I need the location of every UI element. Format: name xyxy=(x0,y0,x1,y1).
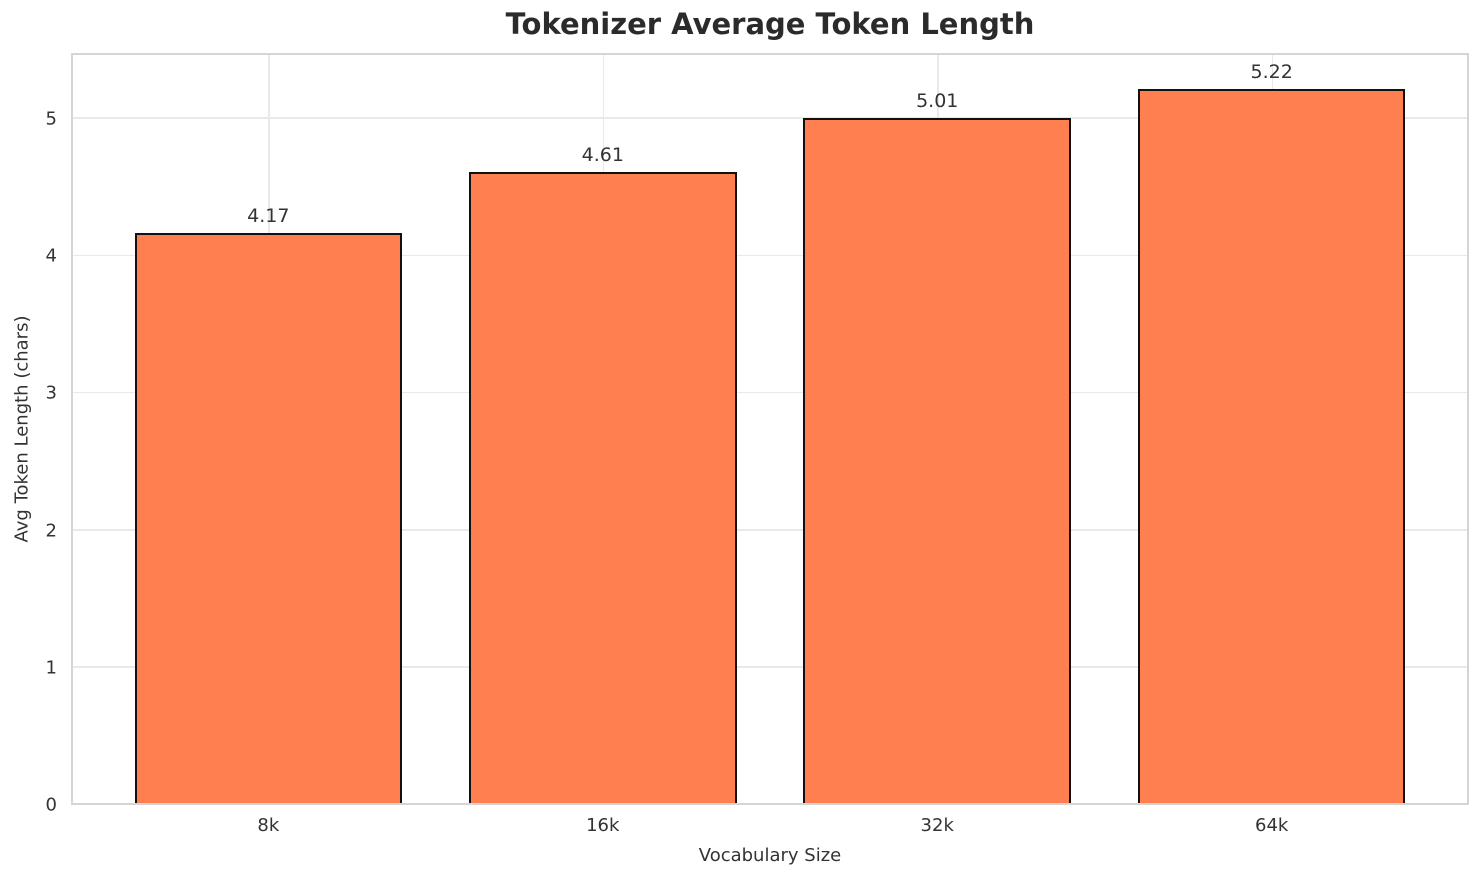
y-tick-label: 4 xyxy=(45,245,57,267)
bar-value-label: 5.22 xyxy=(1250,60,1293,83)
bar xyxy=(1137,88,1406,805)
gridline-horizontal xyxy=(71,666,1469,668)
y-tick-label: 0 xyxy=(45,794,57,816)
x-tick-label: 64k xyxy=(1255,815,1289,836)
chart-title: Tokenizer Average Token Length xyxy=(505,7,1035,41)
gridline-horizontal xyxy=(71,117,1469,119)
y-tick-label: 3 xyxy=(45,382,57,404)
x-axis-ticks: 8k 16k 32k 64k xyxy=(71,815,1469,839)
y-tick-label: 2 xyxy=(45,520,57,542)
gridline-horizontal xyxy=(71,254,1469,257)
gridline-horizontal xyxy=(71,391,1469,394)
bar-value-label: 4.61 xyxy=(581,144,624,167)
x-tick-label: 32k xyxy=(920,815,954,836)
bar xyxy=(468,172,737,805)
bar xyxy=(803,117,1071,805)
gridline-horizontal xyxy=(71,529,1469,531)
bar-value-label: 4.17 xyxy=(247,204,290,227)
x-axis-label: Vocabulary Size xyxy=(698,845,842,866)
bar-value-label: 5.01 xyxy=(916,89,959,112)
y-tick-label: 5 xyxy=(45,108,57,130)
y-tick-label: 1 xyxy=(45,657,57,679)
x-tick-label: 16k xyxy=(586,815,620,836)
plot-area: 4.17 4.61 5.01 5.22 xyxy=(71,53,1469,805)
y-axis-ticks: 0 1 2 3 4 5 xyxy=(0,53,57,815)
x-tick-label: 8k xyxy=(257,815,280,836)
bar xyxy=(134,232,403,805)
